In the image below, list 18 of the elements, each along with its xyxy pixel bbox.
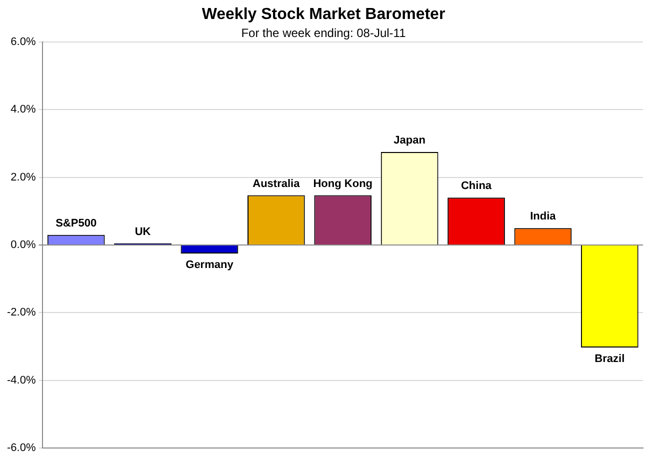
chart-subtitle: For the week ending: 08-Jul-11 [241, 26, 406, 40]
y-tick-label: 0.0% [10, 239, 36, 252]
y-tick-label: -4.0% [6, 374, 36, 386]
x-tick-label: Hong Kong [313, 178, 372, 190]
chart-title: Weekly Stock Market Barometer [200, 6, 446, 24]
x-tick-label: Japan [394, 134, 426, 146]
x-tick-label: Brazil [594, 353, 625, 366]
x-tick-label: Germany [186, 258, 234, 271]
x-tick-label: Australia [252, 178, 301, 190]
x-tick-label: China [460, 180, 492, 192]
y-tick-label: 6.0% [10, 36, 36, 48]
x-tick-label: India [530, 210, 557, 223]
y-tick-label: 4.0% [10, 104, 36, 116]
y-tick-label: 2.0% [10, 171, 36, 184]
x-tick-label: UK [134, 226, 151, 238]
x-tick-label: S&P500 [56, 217, 97, 230]
y-tick-label: -2.0% [6, 306, 36, 319]
y-tick-label: -6.0% [6, 442, 36, 454]
